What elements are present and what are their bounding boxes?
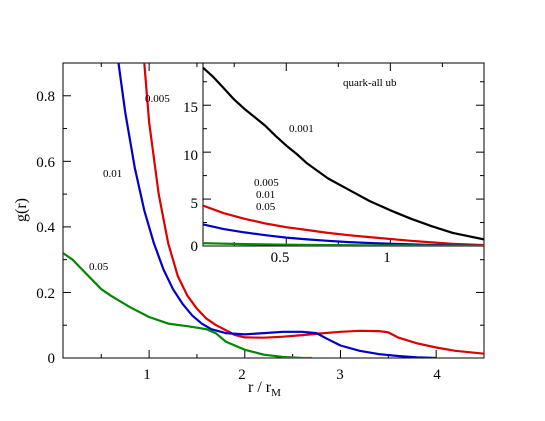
inset-y-tick-label-15: 15	[183, 100, 198, 116]
inset-title: quark-all ub	[343, 77, 397, 89]
x-tick-label-4: 4	[433, 367, 441, 383]
inset-curve-label-0.005: 0.005	[254, 177, 279, 189]
y-tick-label-0.8: 0.8	[36, 89, 55, 105]
inset-y-tick-label-0: 0	[191, 239, 199, 255]
inset-y-tick-label-5: 5	[191, 196, 199, 212]
y-tick-label-0.4: 0.4	[36, 220, 55, 236]
x-axis-title: r / rM	[248, 379, 281, 399]
inset-curve-label-0.05: 0.05	[256, 201, 276, 213]
x-axis-title-main: r / r	[248, 379, 272, 396]
inset-curves	[203, 66, 484, 246]
x-tick-label-1: 1	[143, 367, 151, 383]
inset-x-tick-label-0.5: 0.5	[271, 250, 290, 266]
main-series-line-0.05	[63, 252, 312, 358]
y-axis-title: g(r)	[13, 198, 30, 222]
inset-x-tick-label-1: 1	[383, 250, 391, 266]
y-tick-label-0.6: 0.6	[36, 155, 55, 171]
x-axis-title-subscript: M	[271, 387, 281, 399]
main-series-line-0.01	[117, 63, 437, 358]
x-tick-label-2: 2	[238, 367, 246, 383]
curve-label-0.05: 0.05	[89, 261, 109, 273]
y-tick-label-0: 0	[48, 351, 56, 367]
main-curves	[63, 63, 484, 358]
y-tick-label-0.2: 0.2	[36, 286, 55, 302]
inset-series-line-0.05	[203, 242, 484, 246]
inset-plot-frame	[202, 62, 485, 247]
inset-y-tick-label-10: 10	[183, 148, 198, 164]
inset-curve-label-0.001: 0.001	[289, 123, 314, 135]
main-series-line-0.005	[143, 63, 484, 355]
curve-label-0.01: 0.01	[103, 168, 122, 180]
x-tick-label-3: 3	[336, 367, 344, 383]
inset-series-line-0.005	[203, 204, 484, 246]
inset-curve-label-0.01: 0.01	[256, 189, 275, 201]
inset-series-line-0.001	[203, 66, 484, 241]
curve-label-0.005: 0.005	[145, 93, 170, 105]
